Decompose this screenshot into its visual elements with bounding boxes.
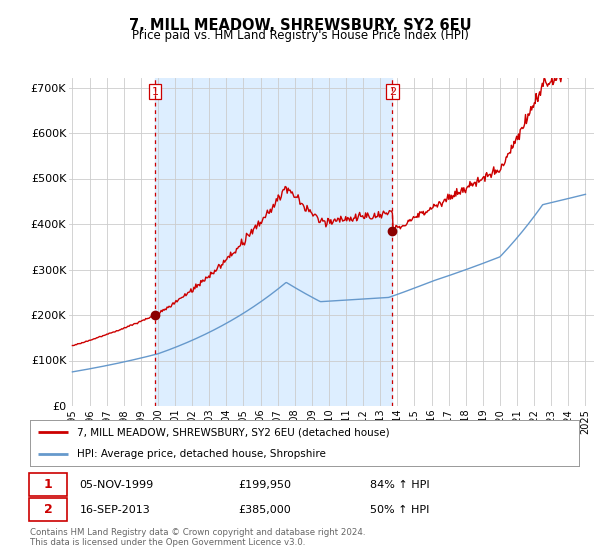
Text: Price paid vs. HM Land Registry's House Price Index (HPI): Price paid vs. HM Land Registry's House … [131, 29, 469, 42]
FancyBboxPatch shape [29, 498, 67, 521]
Bar [155, 78, 392, 406]
Text: 7, MILL MEADOW, SHREWSBURY, SY2 6EU (detached house): 7, MILL MEADOW, SHREWSBURY, SY2 6EU (det… [77, 427, 389, 437]
FancyBboxPatch shape [29, 473, 67, 497]
Text: 50% ↑ HPI: 50% ↑ HPI [370, 505, 430, 515]
Text: 1: 1 [152, 87, 158, 96]
Text: 2: 2 [389, 87, 396, 96]
Text: 1: 1 [44, 478, 52, 491]
Text: HPI: Average price, detached house, Shropshire: HPI: Average price, detached house, Shro… [77, 449, 326, 459]
Text: £385,000: £385,000 [239, 505, 292, 515]
Text: 2: 2 [44, 503, 52, 516]
Text: 16-SEP-2013: 16-SEP-2013 [79, 505, 150, 515]
Text: 84% ↑ HPI: 84% ↑ HPI [370, 480, 430, 490]
Text: 05-NOV-1999: 05-NOV-1999 [79, 480, 154, 490]
Text: £199,950: £199,950 [239, 480, 292, 490]
Text: Contains HM Land Registry data © Crown copyright and database right 2024.
This d: Contains HM Land Registry data © Crown c… [30, 528, 365, 547]
Text: 7, MILL MEADOW, SHREWSBURY, SY2 6EU: 7, MILL MEADOW, SHREWSBURY, SY2 6EU [128, 18, 472, 33]
